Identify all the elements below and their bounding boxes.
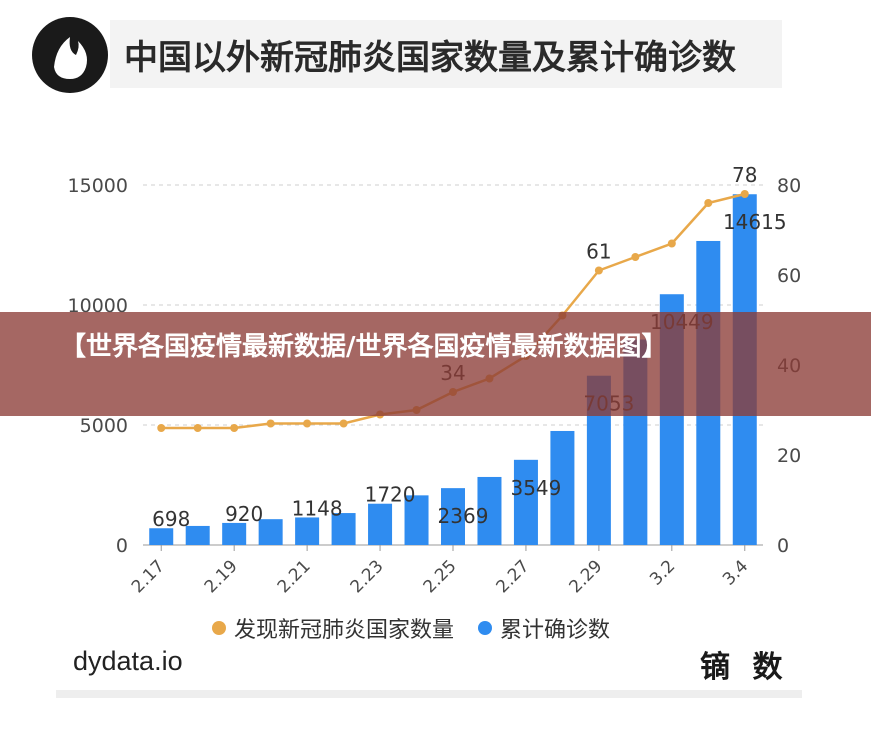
line-point bbox=[667, 239, 676, 248]
bar-data-label: 3549 bbox=[510, 476, 561, 500]
legend-label-bar: 累计确诊数 bbox=[500, 618, 611, 643]
line-point bbox=[631, 253, 640, 261]
bar bbox=[185, 525, 210, 545]
x-tick-label: 2.25 bbox=[420, 556, 461, 597]
y-right-tick-label: 60 bbox=[777, 265, 801, 287]
x-tick-label: 2.29 bbox=[566, 556, 607, 597]
header-background bbox=[110, 20, 782, 88]
bar-data-label: 1720 bbox=[365, 483, 416, 507]
y-right-tick-label: 80 bbox=[777, 175, 801, 197]
x-tick-label: 2.17 bbox=[128, 556, 169, 597]
line-point bbox=[157, 424, 166, 432]
bar bbox=[477, 476, 502, 545]
bar bbox=[550, 430, 575, 545]
line-point bbox=[704, 199, 713, 207]
overlay-banner bbox=[0, 312, 871, 416]
y-left-tick-label: 15000 bbox=[68, 175, 128, 197]
x-tick-label: 2.19 bbox=[201, 556, 242, 597]
bar-data-label: 920 bbox=[225, 502, 263, 526]
bar-data-label: 698 bbox=[152, 507, 190, 531]
y-left-tick-label: 10000 bbox=[68, 295, 128, 317]
bar bbox=[441, 488, 465, 545]
line-point bbox=[303, 419, 312, 428]
bar bbox=[258, 519, 283, 545]
logo-icon bbox=[32, 17, 108, 93]
line-data-label: 61 bbox=[586, 240, 611, 264]
x-tick-label: 3.2 bbox=[646, 556, 679, 589]
bar bbox=[295, 517, 320, 545]
bar-data-label: 1148 bbox=[292, 496, 343, 520]
bar bbox=[513, 459, 538, 545]
bar bbox=[149, 528, 174, 545]
source-text: dydata.io bbox=[73, 646, 183, 676]
y-right-tick-label: 20 bbox=[777, 445, 801, 467]
bar bbox=[222, 522, 247, 545]
x-tick-label: 2.23 bbox=[347, 556, 388, 597]
x-tick-label: 2.21 bbox=[274, 556, 315, 597]
page-title: 中国以外新冠肺炎国家数量及累计确诊数 bbox=[124, 38, 736, 78]
legend-dot-blue-icon bbox=[478, 621, 493, 635]
legend-item-bar[interactable]: 累计确诊数 bbox=[478, 612, 610, 644]
y-right-tick-label: 0 bbox=[777, 535, 789, 557]
legend-dot-orange-icon bbox=[212, 621, 226, 635]
line-point bbox=[740, 190, 749, 198]
bar bbox=[331, 513, 356, 545]
bar bbox=[368, 503, 393, 545]
line-point bbox=[230, 424, 239, 432]
y-left-tick-label: 0 bbox=[116, 535, 128, 557]
line-point bbox=[193, 424, 202, 432]
line-point bbox=[266, 419, 275, 428]
line-point bbox=[339, 419, 348, 428]
bar-data-label: 14615 bbox=[723, 210, 787, 234]
chart-legend: 发现新冠肺炎国家数量 累计确诊数 bbox=[212, 612, 610, 644]
footer-divider bbox=[56, 690, 802, 698]
bar bbox=[404, 495, 429, 545]
brand-logo: 镝 数 bbox=[700, 650, 789, 685]
x-tick-label: 2.27 bbox=[493, 556, 534, 597]
banner-text[interactable]: 【世界各国疫情最新数据/世界各国疫情最新数据图】 bbox=[60, 332, 668, 362]
x-tick-label: 3.4 bbox=[719, 556, 752, 589]
bar-data-label: 2369 bbox=[438, 504, 489, 528]
line-point bbox=[594, 266, 603, 275]
line-data-label: 78 bbox=[732, 163, 757, 187]
legend-label-line: 发现新冠肺炎国家数量 bbox=[234, 618, 455, 643]
legend-item-line[interactable]: 发现新冠肺炎国家数量 bbox=[212, 612, 454, 644]
y-left-tick-label: 5000 bbox=[80, 415, 128, 437]
